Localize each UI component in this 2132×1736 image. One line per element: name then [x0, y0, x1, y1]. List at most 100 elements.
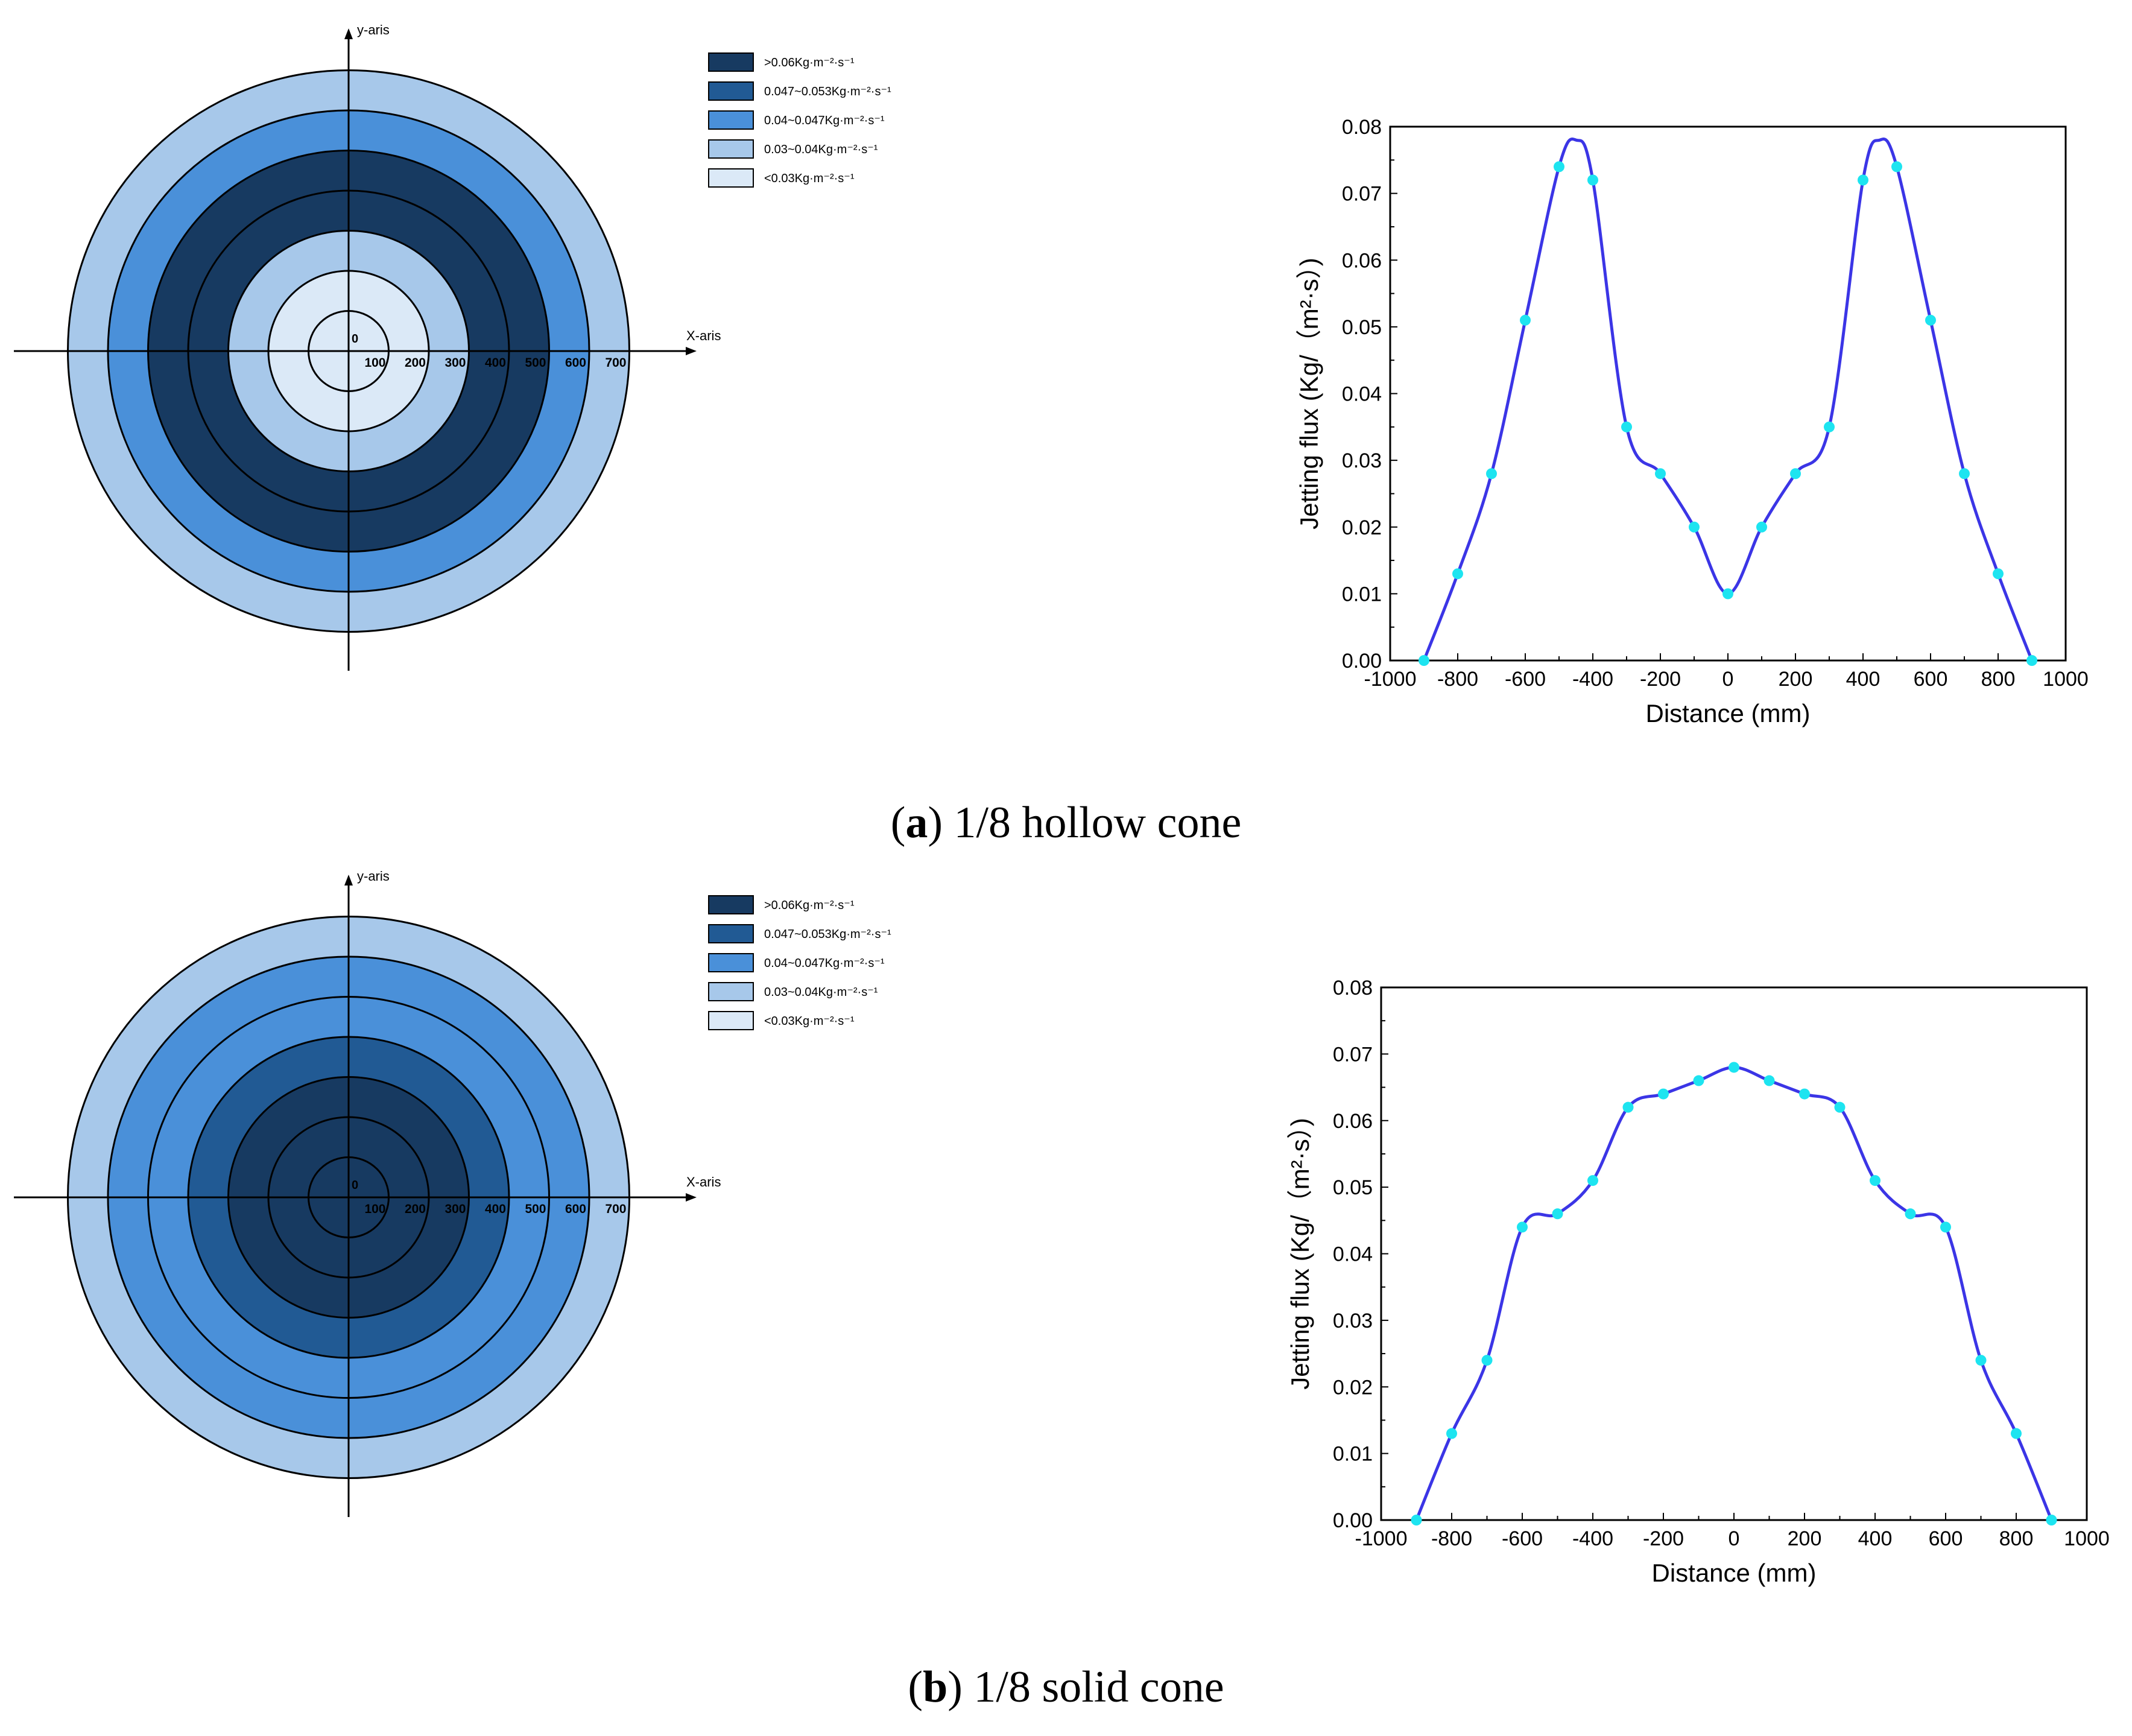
data-point [1587, 1175, 1598, 1186]
x-tick-label: 1000 [2064, 1527, 2110, 1550]
x-tick-label: 0 [1729, 1527, 1740, 1550]
legend-swatch [708, 168, 754, 188]
data-point [1722, 588, 1733, 600]
y-tick-label: 0.06 [1333, 1110, 1373, 1133]
x-tick-label: -1000 [1364, 668, 1417, 691]
y-tick-label: 0.08 [1342, 116, 1382, 139]
plot-frame [1389, 125, 2067, 662]
x-axis-label: X-aris [686, 328, 721, 343]
data-point [1655, 468, 1666, 480]
legend-label: 0.047~0.053Kg·m⁻²·s⁻¹ [764, 928, 891, 941]
ring-label: 500 [525, 356, 546, 370]
data-point [1587, 174, 1598, 186]
y-tick-label: 0.06 [1342, 249, 1382, 272]
ring-label: 100 [364, 1202, 385, 1216]
legend-swatch [708, 52, 754, 72]
data-point [1799, 1088, 1810, 1100]
legend-label: 0.03~0.04Kg·m⁻²·s⁻¹ [764, 143, 878, 156]
y-axis-label: y-aris [357, 869, 390, 884]
y-tick-label: 0.01 [1333, 1443, 1373, 1466]
data-point [1824, 421, 1835, 432]
y-tick-label: 0.04 [1333, 1243, 1373, 1266]
data-point [1993, 568, 2004, 580]
x-tick-label: -200 [1643, 1527, 1684, 1550]
data-point [1891, 161, 1902, 173]
legend-swatch [708, 1011, 754, 1030]
x-tick-label: 200 [1779, 668, 1813, 691]
data-point [1554, 161, 1564, 173]
ring-label: 200 [405, 356, 426, 370]
x-tick-label: 600 [1914, 668, 1948, 691]
ring-label: 700 [605, 356, 626, 370]
x-tick-label: 1000 [2043, 668, 2089, 691]
x-axis-arrow-icon [686, 1193, 697, 1202]
data-point [1452, 568, 1463, 580]
data-point [1959, 468, 1970, 480]
y-tick-label: 0.02 [1333, 1376, 1373, 1399]
y-axis-arrow-icon [344, 875, 353, 885]
data-point [1621, 421, 1632, 432]
data-point [1925, 314, 1936, 326]
data-point [1790, 468, 1801, 480]
data-point [1940, 1221, 1951, 1233]
legend-swatch [708, 110, 754, 130]
data-point [1622, 1101, 1634, 1113]
y-tick-label: 0.01 [1342, 583, 1382, 606]
ring-label: 600 [565, 356, 586, 370]
y-tick-label: 0.07 [1333, 1043, 1373, 1066]
data-point [1693, 1075, 1704, 1086]
x-tick-label: -800 [1431, 1527, 1472, 1550]
legend-label: 0.04~0.047Kg·m⁻²·s⁻¹ [764, 114, 885, 127]
y-tick-label: 0.00 [1333, 1509, 1373, 1532]
legend-swatch [708, 982, 754, 1001]
data-point [1658, 1088, 1669, 1100]
x-tick-label: 400 [1846, 668, 1881, 691]
legend-label: >0.06Kg·m⁻²·s⁻¹ [764, 56, 855, 69]
ring-label: 300 [444, 356, 466, 370]
ring-label: 100 [364, 356, 385, 370]
legend: >0.06Kg·m⁻²·s⁻¹ 0.047~0.053Kg·m⁻²·s⁻¹ 0.04… [708, 52, 891, 188]
ring-label: 300 [444, 1202, 466, 1216]
x-tick-label: -200 [1640, 668, 1681, 691]
y-tick-label: 0.03 [1342, 449, 1382, 472]
ring-label: 400 [485, 356, 506, 370]
x-tick-label: 800 [1999, 1527, 2034, 1550]
data-point [1905, 1208, 1916, 1220]
caption-letter: a [905, 798, 928, 847]
data-point [1446, 1428, 1457, 1439]
x-axis-label: X-aris [686, 1174, 721, 1190]
x-axis-arrow-icon [686, 347, 697, 355]
data-point [1481, 1355, 1493, 1366]
series-line [1415, 1065, 2053, 1521]
caption-text: 1/8 hollow cone [954, 798, 1242, 847]
legend-swatch [708, 139, 754, 159]
data-point [1517, 1221, 1528, 1233]
y-tick-label: 0.07 [1342, 183, 1382, 206]
data-point [1729, 1062, 1739, 1073]
legend: >0.06Kg·m⁻²·s⁻¹ 0.047~0.053Kg·m⁻²·s⁻¹ 0.04… [708, 895, 891, 1030]
y-tick-label: 0.05 [1342, 316, 1382, 339]
y-tick-label: 0.03 [1333, 1310, 1373, 1332]
data-point [1756, 521, 1767, 533]
x-tick-label: -400 [1572, 668, 1613, 691]
caption-letter: b [923, 1662, 948, 1712]
data-point [1975, 1355, 1987, 1366]
x-tick-label: -600 [1505, 668, 1546, 691]
data-point [1763, 1075, 1775, 1086]
x-tick-label: 0 [1722, 668, 1734, 691]
polar-map: X-aris y-aris 0 100 200 300 400 500 600 700 [14, 22, 721, 671]
x-tick-label: 800 [1981, 668, 2016, 691]
polar-map: X-aris y-aris 0 100 200 300 400 500 600 700 [14, 869, 721, 1517]
x-axis-title: Distance (mm) [1651, 1559, 1816, 1587]
panel-a: X-aris y-aris 0 100 200 300 400 500 600 700 >0.06K… [14, 22, 2089, 727]
legend-label: 0.04~0.047Kg·m⁻²·s⁻¹ [764, 957, 885, 970]
caption-a: (a) 1/8 hollow cone [890, 798, 1242, 847]
line-chart: -1000 -800 -600 -400 -200 0 200 400 600 800 1000 0.… [1286, 977, 2110, 1587]
y-tick-label: 0.08 [1333, 977, 1373, 999]
x-tick-label: -600 [1502, 1527, 1543, 1550]
legend-label: <0.03Kg·m⁻²·s⁻¹ [764, 172, 855, 185]
legend-swatch [708, 81, 754, 101]
data-point [1689, 521, 1700, 533]
legend-label: 0.03~0.04Kg·m⁻²·s⁻¹ [764, 986, 878, 999]
